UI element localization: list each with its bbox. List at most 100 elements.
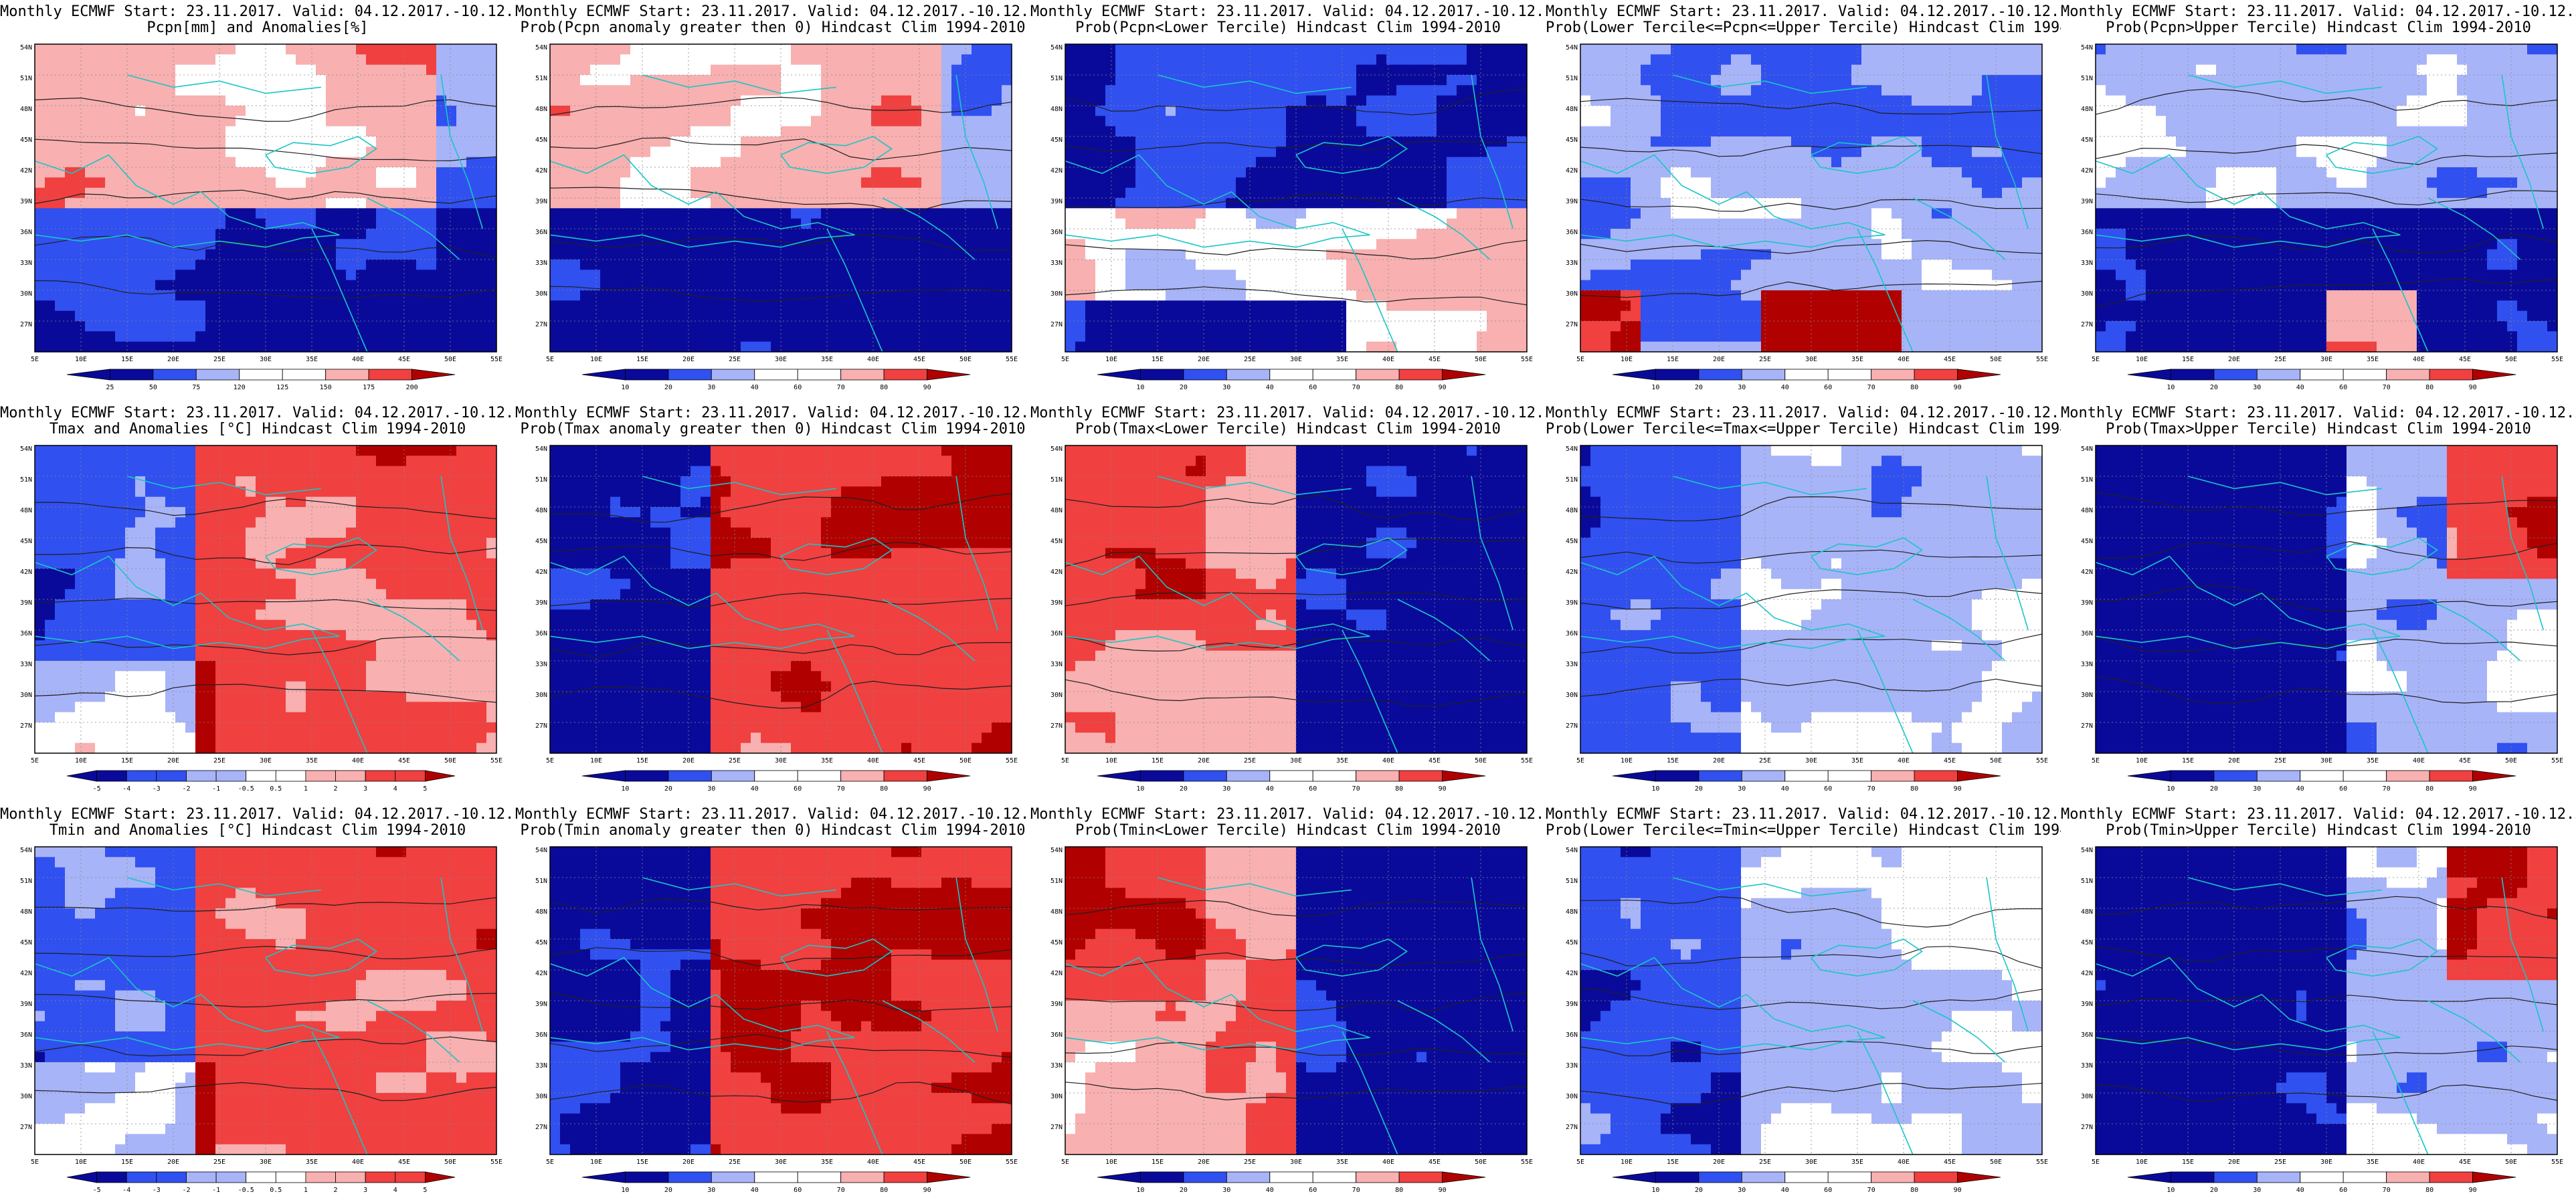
- latitude-label: 33N: [535, 1062, 547, 1070]
- legend-tick-label: 10: [2167, 785, 2175, 793]
- legend-tick-label: 90: [2469, 384, 2477, 391]
- longitude-label: 40E: [1898, 356, 1910, 363]
- legend-tick-label: 10: [1136, 1187, 1144, 1194]
- latitude-label: 45N: [535, 136, 547, 144]
- map-panel: Monthly ECMWF Start: 23.11.2017. Valid: …: [515, 401, 1030, 803]
- map-canvas: 54N 51N 48N 45N 42N 39N 36N 33N 30N 27N 5E 10E 15E 20…: [1050, 846, 1533, 1194]
- longitude-label: 10E: [1105, 356, 1117, 363]
- latitude-label: 30N: [2081, 290, 2093, 298]
- latitude-label: 39N: [535, 1001, 547, 1008]
- longitude-label: 10E: [1621, 1159, 1633, 1166]
- isolines: [1580, 98, 2043, 298]
- legend-tick-label: 40: [751, 1187, 759, 1194]
- longitude-label: 15E: [2182, 1159, 2194, 1166]
- longitude-label: 30E: [1290, 757, 1302, 765]
- map-panel: Monthly ECMWF Start: 23.11.2017. Valid: …: [1030, 803, 1546, 1204]
- latitude-label: 54N: [1050, 44, 1063, 52]
- map-frame: [1065, 445, 1528, 754]
- longitude-label: 10E: [590, 757, 602, 765]
- map-frame: [2095, 43, 2558, 353]
- longitude-label: 35E: [306, 1159, 318, 1166]
- latitude-label: 33N: [1050, 260, 1063, 267]
- isolines: [1580, 896, 2043, 1106]
- latitude-label: 27N: [535, 722, 547, 730]
- legend-tick-label: 90: [1439, 785, 1447, 793]
- latitude-label: 45N: [1566, 136, 1578, 144]
- coastlines: [2095, 877, 2545, 1155]
- legend-tick-label: 10: [2167, 384, 2175, 391]
- longitude-label: 25E: [729, 356, 741, 363]
- legend-tick-label: 70: [1867, 384, 1875, 391]
- latitude-label: 45N: [2081, 136, 2093, 144]
- longitude-label: 5E: [2092, 356, 2100, 363]
- latitude-label: 54N: [20, 44, 32, 52]
- legend-tick-label: 30: [2253, 785, 2261, 793]
- legend-colorbar: -5 -4 -3 -2 -1 -0.5 0.5 1 2 3 4 5: [66, 770, 456, 793]
- panel-header-line: Monthly ECMWF Start: 23.11.2017. Valid: …: [2061, 405, 2576, 421]
- legend-tick-label: 40: [2296, 785, 2304, 793]
- longitude-label: 30E: [1290, 356, 1302, 363]
- legend-tick-label: -1: [212, 785, 220, 793]
- panel-subtitle: Prob(Lower Tercile<=Tmin<=Upper Tercile)…: [1546, 823, 2061, 839]
- legend-tick-label: 40: [751, 384, 759, 391]
- coastlines: [34, 877, 484, 1155]
- map-canvas: 54N 51N 48N 45N 42N 39N 36N 33N 30N 27N 5E 10E 15E 20…: [1566, 445, 2048, 793]
- legend-tick-label: 10: [1651, 785, 1659, 793]
- longitude-label: 20E: [1198, 757, 1210, 765]
- longitude-label: 20E: [682, 356, 695, 363]
- latitude-label: 45N: [1050, 939, 1063, 946]
- latitude-label: 48N: [1050, 507, 1063, 514]
- latitude-label: 39N: [1566, 198, 1578, 205]
- longitude-label: 15E: [1152, 1159, 1164, 1166]
- longitude-label: 25E: [2274, 757, 2286, 765]
- longitude-label: 5E: [1576, 1159, 1584, 1166]
- latitude-label: 42N: [1050, 970, 1063, 977]
- latitude-label: 36N: [2081, 630, 2093, 637]
- legend-tick-label: 70: [1352, 785, 1360, 793]
- legend-tick-label: 0.5: [270, 1187, 282, 1194]
- legend-colorbar: 10 20 30 40 60 70 80 90: [1612, 1171, 2001, 1194]
- longitude-label: 40E: [352, 356, 364, 363]
- map-panel: Monthly ECMWF Start: 23.11.2017. Valid: …: [0, 401, 515, 803]
- longitude-label: 50E: [1990, 1159, 2002, 1166]
- longitude-label: 10E: [590, 356, 602, 363]
- legend-tick-label: 60: [1309, 785, 1317, 793]
- graticule: [1580, 847, 2042, 1155]
- latitude-label: 30N: [535, 1093, 547, 1100]
- longitude-label: 20E: [682, 1159, 695, 1166]
- longitude-label: 35E: [1336, 757, 1348, 765]
- longitude-label: 40E: [867, 1159, 879, 1166]
- longitude-label: 25E: [729, 1159, 741, 1166]
- longitude-label: 30E: [260, 1159, 272, 1166]
- legend-colorbar: -5 -4 -3 -2 -1 -0.5 0.5 1 2 3 4 5: [66, 1171, 456, 1194]
- latitude-label: 27N: [1050, 1124, 1063, 1131]
- longitude-label: 45E: [2459, 757, 2471, 765]
- latitude-label: 42N: [535, 970, 547, 977]
- longitude-label: 45E: [913, 757, 925, 765]
- legend-tick-label: 20: [664, 384, 672, 391]
- latitude-label: 48N: [1050, 106, 1063, 113]
- longitude-label: 55E: [2036, 757, 2048, 765]
- longitude-label: 30E: [1290, 1159, 1302, 1166]
- longitude-label: 15E: [121, 1159, 133, 1166]
- longitude-label: 35E: [2367, 356, 2379, 363]
- longitude-label: 25E: [1244, 757, 1256, 765]
- legend-tick-label: 3: [363, 785, 367, 793]
- coastlines: [1065, 476, 1514, 754]
- longitude-label: 40E: [352, 757, 364, 765]
- coastlines: [1065, 877, 1514, 1155]
- longitude-label: 45E: [913, 356, 925, 363]
- legend-tick-label: 20: [1695, 384, 1703, 391]
- latitude-label: 45N: [535, 939, 547, 946]
- legend-tick-label: 60: [1824, 785, 1832, 793]
- longitude-label: 15E: [2182, 757, 2194, 765]
- latitude-label: 48N: [2081, 106, 2093, 113]
- panel-header-line: Monthly ECMWF Start: 23.11.2017. Valid: …: [515, 807, 1030, 823]
- shaded-field: [550, 847, 1012, 1155]
- longitude-label: 15E: [1152, 356, 1164, 363]
- map-canvas: 54N 51N 48N 45N 42N 39N 36N 33N 30N 27N 5E 10E 15E 20…: [2081, 43, 2563, 391]
- map-panel: Monthly ECMWF Start: 23.11.2017. Valid: …: [515, 0, 1030, 401]
- latitude-label: 54N: [1566, 847, 1578, 854]
- latitude-label: 36N: [1566, 630, 1578, 637]
- longitude-label: 5E: [546, 1159, 554, 1166]
